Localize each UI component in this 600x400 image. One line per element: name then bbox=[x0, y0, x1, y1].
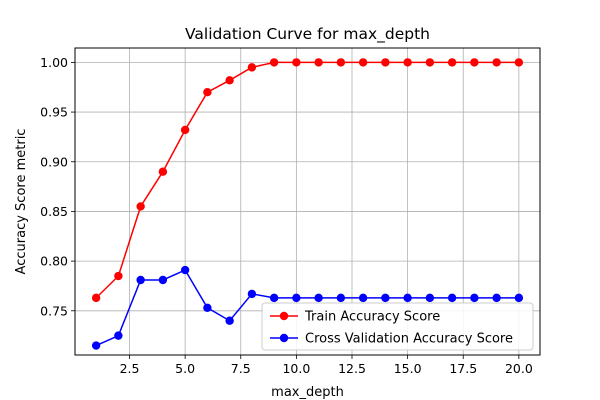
train-data-point bbox=[114, 271, 123, 281]
cv-data-point bbox=[336, 293, 346, 303]
plot-frame bbox=[74, 47, 541, 356]
cv-data-point bbox=[403, 293, 412, 303]
train-data-point bbox=[225, 76, 234, 85]
train-data-point bbox=[514, 58, 524, 67]
cv-data-point bbox=[447, 293, 457, 303]
chart-title: Validation Curve for max_depth bbox=[185, 25, 430, 44]
legend-cv-label: Cross Validation Accuracy Score bbox=[305, 332, 513, 347]
cv-data-point bbox=[225, 316, 234, 325]
y-tick-label: 0.95 bbox=[40, 105, 68, 120]
cv-data-point bbox=[269, 293, 279, 303]
train-data-point bbox=[447, 58, 457, 67]
y-tick-label: 0.80 bbox=[40, 254, 68, 269]
legend-train-label: Train Accuracy Score bbox=[304, 310, 440, 325]
cv-data-point bbox=[314, 293, 323, 303]
cv-data-point bbox=[91, 341, 101, 350]
x-tick-label: 5.0 bbox=[175, 361, 195, 376]
x-tick-label: 12.5 bbox=[338, 361, 366, 376]
x-tick-label: 20.0 bbox=[505, 361, 533, 376]
legend-train-marker bbox=[279, 311, 289, 321]
train-data-point bbox=[292, 58, 301, 67]
x-tick-label: 2.5 bbox=[120, 361, 140, 376]
x-tick-label: 15.0 bbox=[394, 361, 422, 376]
cv-data-point bbox=[292, 293, 301, 303]
cv-data-point bbox=[358, 293, 368, 303]
x-tick-label: 7.5 bbox=[231, 361, 251, 376]
cv-data-point bbox=[203, 303, 212, 313]
train-data-point bbox=[358, 58, 368, 67]
y-tick-label: 0.90 bbox=[40, 154, 68, 169]
cv-data-point bbox=[492, 293, 501, 303]
cv-data-point bbox=[180, 265, 190, 275]
cv-data-point bbox=[381, 293, 390, 303]
cv-data-point bbox=[158, 275, 168, 285]
cv-data-point bbox=[514, 293, 524, 303]
y-tick-label: 0.85 bbox=[40, 204, 68, 219]
train-data-point bbox=[91, 293, 101, 303]
x-axis-title: max_depth bbox=[271, 385, 344, 400]
train-data-point bbox=[336, 58, 346, 67]
cv-data-point bbox=[114, 331, 123, 340]
train-data-point bbox=[180, 125, 190, 135]
train-data-point bbox=[269, 58, 279, 67]
legend-cv-marker bbox=[279, 333, 289, 343]
legend-box bbox=[261, 302, 534, 351]
train-data-point bbox=[403, 58, 412, 67]
series-layer bbox=[91, 58, 524, 350]
legend: Train Accuracy Score Cross Validation Acc… bbox=[261, 302, 534, 351]
cv-data-point bbox=[425, 293, 435, 303]
x-tick-label: 10.0 bbox=[282, 361, 310, 376]
x-tick-label: 17.5 bbox=[449, 361, 477, 376]
y-tick-label: 1.00 bbox=[40, 55, 68, 70]
cv-data-point bbox=[136, 275, 145, 285]
y-tick-label: 0.75 bbox=[40, 303, 68, 318]
train-data-point bbox=[158, 167, 168, 176]
y-axis-title: Accuracy Score metric bbox=[14, 129, 29, 275]
cv-data-point bbox=[470, 293, 479, 303]
train-data-point bbox=[425, 58, 435, 67]
axis-ticks: 2.5 5.0 7.5 10.0 12.5 15.0 17.5 20.0 0.75 0.80 0.8… bbox=[40, 55, 533, 376]
train-data-point bbox=[136, 202, 145, 211]
cv-data-point bbox=[247, 289, 257, 299]
train-data-point bbox=[381, 58, 390, 67]
train-data-point bbox=[314, 58, 323, 67]
train-data-point bbox=[203, 88, 212, 97]
train-data-point bbox=[470, 58, 479, 67]
train-data-point bbox=[492, 58, 501, 67]
train-data-point bbox=[247, 63, 257, 72]
